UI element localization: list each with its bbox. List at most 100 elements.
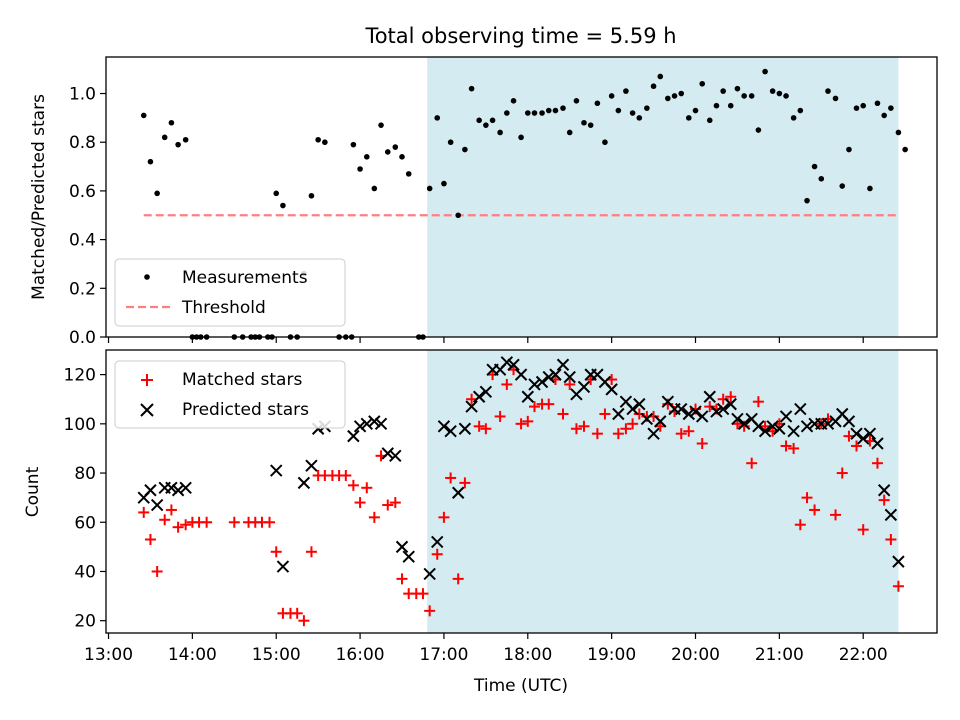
measurement-point: [888, 105, 894, 111]
matched-star-point: [138, 506, 150, 518]
matched-star-point: [361, 482, 373, 494]
predicted-star-point: [695, 410, 709, 423]
matched-star-point: [354, 497, 366, 509]
matched-star-point: [843, 430, 855, 442]
measurement-point: [846, 146, 852, 153]
measurement-point: [175, 141, 181, 148]
matched-star-point: [424, 605, 436, 617]
matched-star-point: [522, 415, 534, 427]
matched-star-point: [871, 457, 883, 469]
measurement-point: [384, 149, 391, 155]
matched-star-point: [857, 524, 869, 536]
measurement-point: [573, 98, 580, 104]
matched-star-point: [780, 440, 792, 452]
predicted-star-point: [528, 378, 541, 391]
predicted-star-point: [521, 390, 534, 403]
measurement-point: [867, 185, 873, 192]
predicted-star-point: [479, 385, 493, 399]
measurement-point: [405, 171, 412, 177]
matched-star-point: [165, 504, 177, 516]
predicted-star-point: [171, 484, 185, 497]
x-tick-label: 13:00: [84, 645, 133, 665]
predicted-star-point: [507, 358, 520, 371]
predicted-star-point: [877, 484, 891, 497]
predicted-star-point: [402, 550, 415, 563]
legend-matched-marker: [141, 374, 153, 386]
matched-star-point: [612, 428, 624, 440]
matched-star-point: [801, 492, 813, 504]
bottom-axes-frame: [105, 349, 938, 634]
predicted-star-point: [563, 370, 576, 384]
measurement-point: [790, 115, 797, 121]
measurement-point: [608, 93, 615, 99]
measurement-point: [769, 88, 776, 94]
bottom-panel: 20 40 60 80 100 120 13:00 14:00 15:00 16:00 17:00…: [23, 349, 938, 696]
matched-star-point: [515, 418, 527, 430]
y-tick-label: 0.4: [69, 231, 96, 251]
predicted-star-point: [654, 415, 667, 428]
measurement-point: [650, 83, 657, 90]
measurement-point: [678, 90, 685, 97]
observing-span: [427, 57, 899, 337]
measurement-point: [895, 129, 902, 136]
predicted-star-point: [871, 437, 884, 450]
matched-star-point: [627, 418, 639, 430]
predicted-star-point: [270, 464, 283, 477]
matched-star-point: [368, 511, 380, 523]
measurement-point: [602, 139, 608, 146]
matched-star-point: [466, 393, 478, 405]
measurement-point: [685, 115, 692, 121]
matched-star-point: [298, 615, 310, 627]
measurement-point: [308, 192, 315, 199]
predicted-star-point: [821, 417, 835, 431]
predicted-star-point: [779, 410, 793, 423]
bottom-y-axis-label: Count: [23, 466, 43, 517]
legend-matched-label: Matched stars: [182, 370, 302, 390]
y-tick-label: 0.2: [69, 279, 96, 299]
matched-star-point: [809, 504, 821, 516]
measurement-point: [280, 202, 286, 209]
top-legend-box: [114, 258, 346, 327]
y-tick-label: 0.8: [69, 133, 96, 153]
measurement-point: [357, 166, 363, 172]
measurement-point: [665, 95, 671, 102]
legend-measurements-label: Measurements: [182, 268, 308, 288]
predicted-star-point: [165, 481, 178, 495]
matched-star-point: [228, 516, 240, 528]
predicted-star-point: [465, 400, 478, 413]
legend-threshold-label: Threshold: [181, 298, 266, 318]
x-tick-label: 21:00: [755, 645, 804, 665]
predicted-star-point: [605, 383, 618, 396]
measurement-point: [399, 154, 405, 160]
predicted-star-point: [305, 459, 318, 472]
y-tick-label: 1.0: [69, 85, 96, 105]
measurement-point: [644, 105, 650, 111]
top-highlight-span: [427, 57, 899, 337]
measurement-point: [518, 134, 524, 141]
predicted-star-point: [360, 417, 373, 431]
matched-star-point: [144, 533, 156, 545]
measurement-point: [881, 112, 887, 119]
matched-star-point: [452, 573, 464, 585]
measurement-point: [552, 107, 559, 114]
measurement-point: [860, 102, 867, 109]
bottom-highlight-span: [427, 350, 899, 633]
matched-star-point: [725, 391, 737, 403]
predicted-star-point: [794, 402, 807, 416]
predicted-star-point: [395, 540, 409, 554]
measurement-point: [315, 136, 321, 143]
legend-predicted-marker: [140, 403, 154, 417]
bottom-x-ticks: 13:00 14:00 15:00 16:00 17:00 18:00 19:00 20:00…: [84, 633, 888, 665]
y-tick-label: 0.6: [69, 182, 96, 202]
y-tick-label: 60: [74, 513, 96, 533]
matched-star-point: [305, 546, 317, 558]
measurement-point: [524, 110, 531, 116]
measurement-point: [727, 102, 734, 109]
matched-star-point: [494, 410, 506, 422]
matched-star-point: [151, 565, 163, 577]
matched-star-point: [620, 423, 632, 435]
predicted-star-point: [675, 402, 688, 416]
predicted-star-point: [647, 427, 660, 440]
matched-stars-points: [138, 364, 904, 627]
matched-star-point: [459, 477, 471, 489]
